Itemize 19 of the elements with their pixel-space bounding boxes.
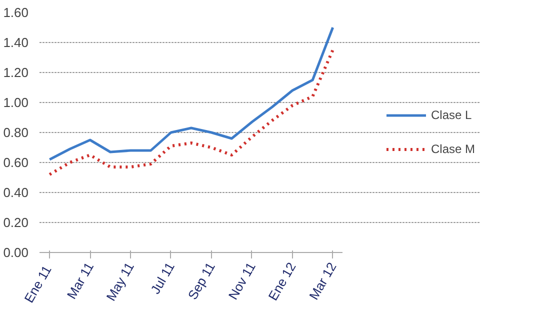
y-tick-label: 0.00 [3, 245, 29, 260]
x-tick-label: Mar 11 [64, 260, 97, 302]
x-tick-label: Sep 11 [184, 260, 218, 302]
line-series [48, 26, 334, 161]
y-tick-label: 1.40 [3, 35, 29, 50]
y-tick-label: 0.60 [3, 155, 29, 170]
y-tick-label: 1.00 [3, 95, 29, 110]
y-tick-label: 0.20 [3, 215, 29, 230]
y-tick-label: 0.40 [3, 185, 29, 200]
line-series [48, 48, 334, 176]
x-tick-label: Ene 12 [265, 260, 299, 303]
legend-label: Clase M [430, 142, 475, 156]
x-tick-label: Mar 12 [306, 260, 340, 302]
y-tick-label: 1.20 [3, 65, 29, 80]
x-tick-label: Ene 11 [21, 262, 54, 306]
legend-label: Clase L [430, 108, 472, 122]
y-tick-label: 1.60 [3, 5, 29, 20]
x-tick-label: Jul 11 [148, 260, 178, 296]
y-tick-label: 0.80 [3, 125, 29, 140]
